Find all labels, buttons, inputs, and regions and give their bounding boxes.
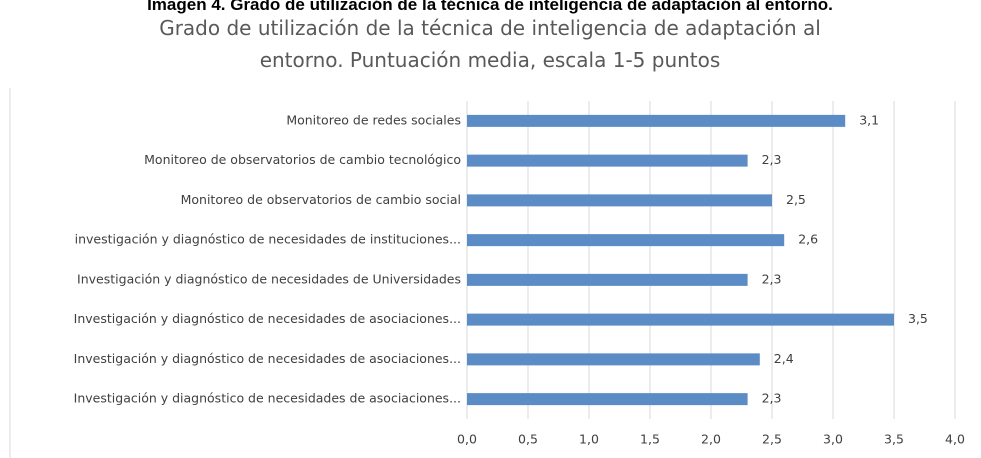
category-label: Monitoreo de observatorios de cambio tec… [144, 152, 461, 167]
chart-title: Grado de utilización de la técnica de in… [159, 16, 821, 40]
category-label: Monitoreo de observatorios de cambio soc… [181, 192, 461, 207]
x-tick-label: 0,0 [457, 432, 477, 447]
value-label: 2,3 [762, 152, 782, 167]
value-label: 2,6 [798, 232, 818, 247]
value-label: 2,3 [762, 391, 782, 406]
category-label: Investigación y diagnóstico de necesidad… [77, 271, 461, 286]
category-label: Investigación y diagnóstico de necesidad… [74, 351, 461, 366]
x-tick-label: 2,0 [701, 432, 721, 447]
bar [467, 313, 894, 326]
value-label: 2,5 [786, 192, 806, 207]
x-tick-label: 2,5 [762, 432, 782, 447]
value-label: 2,3 [762, 271, 782, 286]
x-tick-label: 3,0 [823, 432, 843, 447]
bar [467, 273, 748, 286]
chart-title: entorno. Puntuación media, escala 1-5 pu… [260, 48, 721, 72]
x-tick-label: 0,5 [518, 432, 538, 447]
heading: Imagen 4. Grado de utilización de la téc… [147, 0, 833, 14]
category-label: Investigación y diagnóstico de necesidad… [74, 311, 461, 326]
bar [467, 194, 772, 207]
value-label: 3,5 [908, 311, 928, 326]
value-label: 2,4 [774, 351, 794, 366]
x-tick-label: 4,0 [945, 432, 965, 447]
category-label: Monitoreo de redes sociales [286, 112, 461, 127]
x-tick-label: 1,0 [579, 432, 599, 447]
category-label: investigación y diagnóstico de necesidad… [75, 232, 461, 247]
bar [467, 154, 748, 167]
bar [467, 114, 846, 127]
bar [467, 353, 760, 366]
bar [467, 234, 785, 247]
x-tick-label: 3,5 [884, 432, 904, 447]
value-label: 3,1 [859, 112, 879, 127]
x-tick-label: 1,5 [640, 432, 660, 447]
category-label: Investigación y diagnóstico de necesidad… [74, 391, 461, 406]
bar [467, 393, 748, 406]
